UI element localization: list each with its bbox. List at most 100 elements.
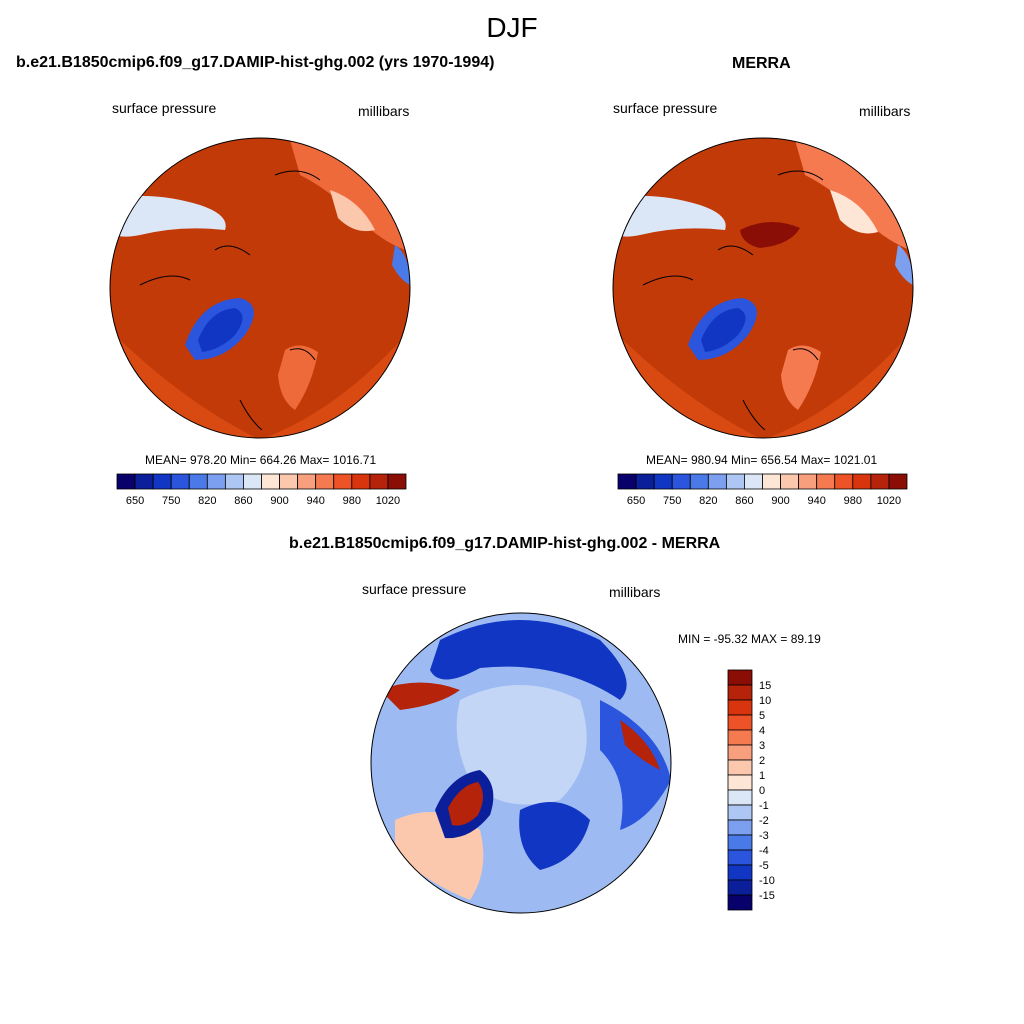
- panel1-colorbar-box: [152, 473, 172, 490]
- panel1-colorbar-box: [261, 473, 280, 490]
- panel1-map: [109, 137, 411, 439]
- panel3-colorbar-box: [727, 759, 753, 776]
- panel3-colorbar-box: [727, 819, 753, 836]
- panel2-colorbar-tick-label: 1020: [877, 495, 901, 507]
- panel2-tibet: [895, 245, 913, 285]
- panel2-colorbar-tick-label: 750: [663, 495, 681, 507]
- panel2-colorbar-box: [780, 473, 800, 490]
- panel1-stats: MEAN= 978.20 Min= 664.26 Max= 1016.71: [145, 453, 377, 467]
- panel3-red-east: [620, 720, 660, 770]
- panel1-colorbar-box: [297, 473, 317, 490]
- panel2-colorbar-tick-label: 900: [771, 495, 789, 507]
- panel2-stats: MEAN= 980.94 Min= 656.54 Max= 1021.01: [646, 453, 878, 467]
- panel3-arctic-center: [456, 685, 587, 805]
- panel2-colorbar-tick-label: 820: [699, 495, 717, 507]
- panel1-colorbar-box: [315, 473, 335, 490]
- panel2-variable-label: surface pressure: [613, 100, 718, 116]
- panel1-colorbar-box: [243, 473, 262, 490]
- panel1-colorbar-tick-label: 900: [270, 495, 288, 507]
- panel2-colorbar-box: [744, 473, 763, 490]
- panel1-greenland-inner: [198, 308, 243, 352]
- panel1-ocean-south: [110, 330, 410, 438]
- panel1-title: b.e21.B1850cmip6.f09_g17.DAMIP-hist-ghg.…: [16, 54, 495, 71]
- panel3-colorbar-box: [727, 729, 753, 746]
- panel3-colorbar-box: [727, 894, 753, 911]
- panel3-red-west: [380, 682, 460, 710]
- panel1-units-label: millibars: [358, 103, 410, 119]
- panel1-colorbar-tick-label: 820: [198, 495, 216, 507]
- panel1-colorbar-box: [224, 473, 244, 490]
- panel2-colorbar-box: [653, 473, 673, 490]
- panel2-eurasia-west: [795, 138, 910, 250]
- panel3-colorbar-box: [727, 864, 753, 881]
- panel3-colorbar-tick-label: 10: [759, 695, 771, 707]
- panel3-colorbar-box: [727, 879, 753, 896]
- figure-title: DJF: [486, 12, 538, 43]
- panel2-colorbar-tick-label: 940: [808, 495, 826, 507]
- panel3-colorbar-box: [727, 669, 753, 686]
- panel3-colorbar-box: [727, 714, 753, 731]
- panel1-eurasia-west: [290, 138, 405, 250]
- panel2-units-label: millibars: [859, 103, 911, 119]
- panel1-variable-label: surface pressure: [112, 100, 217, 116]
- panel3-atlantic-low: [519, 802, 590, 870]
- panel3-colorbar-box: [727, 684, 753, 701]
- panel2-colorbar: [617, 473, 908, 490]
- panel3-title: b.e21.B1850cmip6.f09_g17.DAMIP-hist-ghg.…: [289, 535, 721, 552]
- panel3-colorbar-tick-label: 2: [759, 755, 765, 767]
- panel1-colorbar-box: [170, 473, 190, 490]
- panel2-map: [612, 137, 914, 439]
- panel2-colorbar-box: [725, 473, 745, 490]
- panel2-colorbar-tick-label: 650: [627, 495, 645, 507]
- panel1-colorbar-box: [134, 473, 154, 490]
- panel2-greenland-inner: [701, 308, 746, 352]
- panel1-colorbar-tick-label: 980: [343, 495, 361, 507]
- panel2-high-pressure: [740, 221, 800, 248]
- panel3-colorbar-box: [727, 834, 753, 851]
- panel3-north-ring: [430, 620, 627, 700]
- panel3-colorbar-box: [727, 744, 753, 761]
- panel3-colorbar-tick-label: 15: [759, 680, 771, 692]
- panel3-colorbar: [727, 669, 753, 911]
- panel2-colorbar-box: [689, 473, 709, 490]
- panel1-colorbar-box: [351, 473, 371, 490]
- panel3-map: [370, 612, 672, 914]
- panel2-colorbar-box: [852, 473, 872, 490]
- panel2-coastline: [642, 170, 824, 431]
- panel3-colorbar-tick-label: -4: [759, 845, 769, 857]
- panel1-colorbar-tick-label: 860: [234, 495, 252, 507]
- panel3-colorbar-tick-label: -5: [759, 860, 769, 872]
- panel1-colorbar-box: [369, 473, 389, 490]
- panel3-colorbar-tick-label: -1: [759, 800, 769, 812]
- panel2-colorbar-box: [707, 473, 727, 490]
- panel2-eurasia-patch: [830, 190, 878, 234]
- panel1-scandinavia: [278, 345, 318, 410]
- panel3-stats: MIN = -95.32 MAX = 89.19: [678, 632, 821, 646]
- panel2-colorbar-ticks: 650 750 820 860 900 940 980 1020: [627, 495, 901, 507]
- panel3-colorbar-box: [727, 849, 753, 866]
- panel1-north-america-low: [110, 196, 226, 237]
- panel1-colorbar: [116, 473, 407, 490]
- panel3-colorbar-box: [727, 774, 753, 791]
- panel1-colorbar-box: [387, 473, 407, 490]
- panel2-scandinavia: [781, 345, 821, 410]
- panel1-colorbar-tick-label: 750: [162, 495, 180, 507]
- panel1-map-outline: [109, 137, 411, 439]
- panel2-colorbar-box: [798, 473, 818, 490]
- panel3-east-band: [600, 700, 671, 830]
- panel1-colorbar-box: [333, 473, 353, 490]
- panel1-colorbar-ticks: 650 750 820 860 900 940 980 1020: [126, 495, 400, 507]
- panel2-map-outline: [612, 137, 914, 439]
- panel3-colorbar-tick-label: -2: [759, 815, 769, 827]
- panel2-colorbar-box: [834, 473, 854, 490]
- panel2-colorbar-box: [617, 473, 637, 490]
- panel3-colorbar-box: [727, 804, 753, 821]
- panel2-colorbar-tick-label: 980: [844, 495, 862, 507]
- panel3-greenland-high: [448, 782, 483, 826]
- panel2-colorbar-tick-label: 860: [735, 495, 753, 507]
- panel1-colorbar-box: [188, 473, 208, 490]
- panel3-colorbar-tick-label: -15: [759, 890, 775, 902]
- panel2-colorbar-box: [888, 473, 908, 490]
- panel1-colorbar-tick-label: 1020: [376, 495, 400, 507]
